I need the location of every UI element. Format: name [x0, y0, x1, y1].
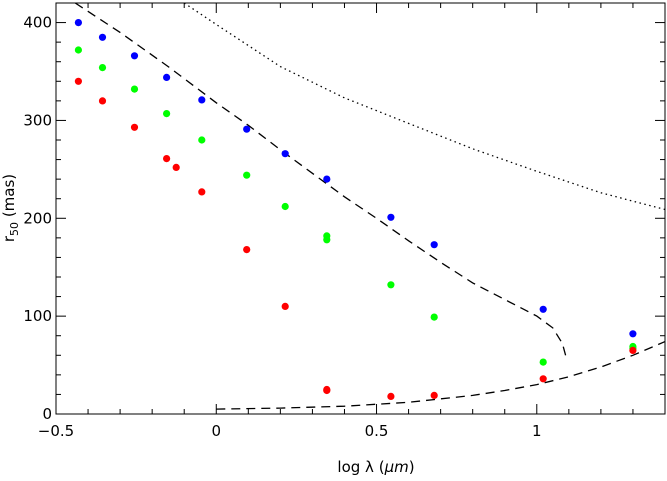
y-tick-label: 300	[23, 111, 52, 129]
data-point-series-1	[98, 33, 107, 41]
data-point-series-2	[387, 281, 395, 289]
data-point-series-1	[74, 19, 82, 27]
data-point-series-2	[243, 171, 251, 179]
data-point-series-3	[387, 392, 395, 400]
x-tick-label: 0	[211, 422, 221, 440]
data-point-series-1	[198, 96, 206, 104]
data-point-series-2	[130, 85, 139, 93]
data-point-series-3	[172, 163, 180, 171]
data-point-series-2	[430, 313, 438, 321]
data-point-series-3	[130, 123, 139, 131]
data-point-series-1	[430, 241, 438, 249]
data-point-series-2	[163, 110, 171, 118]
data-point-series-2	[539, 358, 547, 366]
data-point-series-3	[74, 77, 82, 85]
data-point-series-1	[130, 52, 139, 60]
data-point-series-1	[243, 125, 251, 133]
data-point-series-1	[629, 330, 637, 338]
data-point-series-2	[98, 64, 107, 72]
data-point-series-3	[243, 246, 251, 254]
y-tick-label: 100	[23, 307, 52, 325]
data-point-series-3	[163, 155, 171, 163]
data-point-series-3	[629, 346, 637, 354]
x-axis-label: log λ (μm)	[337, 458, 414, 476]
data-point-series-1	[281, 150, 289, 158]
model-curves	[74, 3, 665, 410]
data-point-series-3	[539, 375, 547, 383]
axis-ticks	[55, 2, 666, 415]
y-tick-label: 400	[23, 14, 52, 32]
data-point-series-1	[163, 73, 171, 81]
data-point-series-3	[281, 302, 289, 310]
x-tick-label: 1	[532, 422, 542, 440]
data-points	[74, 19, 637, 400]
data-point-series-3	[98, 97, 107, 105]
data-point-series-2	[198, 136, 206, 144]
data-point-series-1	[323, 175, 331, 183]
plot-frame	[55, 2, 666, 415]
dotted-curve-3	[183, 3, 665, 211]
x-tick-label: −0.5	[38, 422, 74, 440]
dashed-curve-1	[74, 3, 567, 356]
data-point-series-2	[281, 202, 289, 211]
y-axis-label: r50 (mas)	[0, 174, 21, 242]
data-point-series-2	[323, 236, 331, 244]
data-point-series-3	[198, 188, 206, 196]
y-tick-label: 0	[42, 405, 52, 423]
data-point-series-3	[323, 386, 331, 395]
data-point-series-2	[74, 46, 82, 54]
data-point-series-1	[539, 305, 547, 313]
data-point-series-3	[430, 391, 438, 399]
x-tick-label: 0.5	[365, 422, 389, 440]
data-point-series-1	[387, 213, 395, 221]
y-tick-label: 200	[23, 209, 52, 227]
dashed-curve-2	[216, 341, 665, 410]
